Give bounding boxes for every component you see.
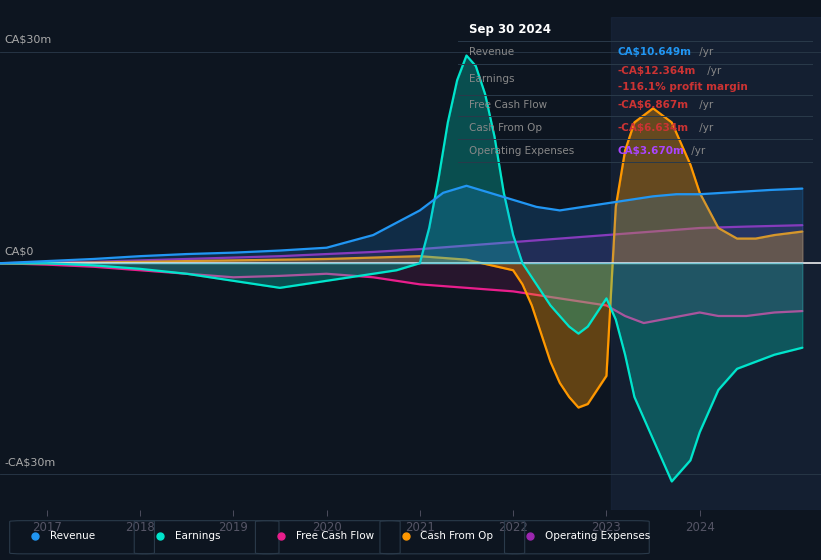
Text: /yr: /yr [704,67,721,76]
Text: Revenue: Revenue [50,531,95,541]
Text: CA$0: CA$0 [5,246,34,256]
Text: Operating Expenses: Operating Expenses [469,146,574,156]
Text: Operating Expenses: Operating Expenses [545,531,650,541]
Text: CA$3.670m: CA$3.670m [617,146,685,156]
Text: -CA$6.867m: -CA$6.867m [617,100,689,110]
Bar [611,17,821,510]
Text: Cash From Op: Cash From Op [469,123,542,133]
Text: /yr: /yr [695,47,713,57]
Text: -CA$12.364m: -CA$12.364m [617,67,696,76]
Text: CA$30m: CA$30m [5,35,52,45]
Text: -CA$30m: -CA$30m [5,458,56,468]
Text: Cash From Op: Cash From Op [420,531,493,541]
Text: /yr: /yr [695,100,713,110]
Text: Sep 30 2024: Sep 30 2024 [469,22,551,36]
Text: CA$10.649m: CA$10.649m [617,47,692,57]
Text: /yr: /yr [695,123,713,133]
Text: -CA$6.634m: -CA$6.634m [617,123,689,133]
Text: Earnings: Earnings [469,74,514,84]
Text: Free Cash Flow: Free Cash Flow [296,531,374,541]
Text: Earnings: Earnings [175,531,220,541]
Text: /yr: /yr [688,146,705,156]
Text: Revenue: Revenue [469,47,514,57]
Text: Free Cash Flow: Free Cash Flow [469,100,547,110]
Text: -116.1% profit margin: -116.1% profit margin [617,82,747,92]
